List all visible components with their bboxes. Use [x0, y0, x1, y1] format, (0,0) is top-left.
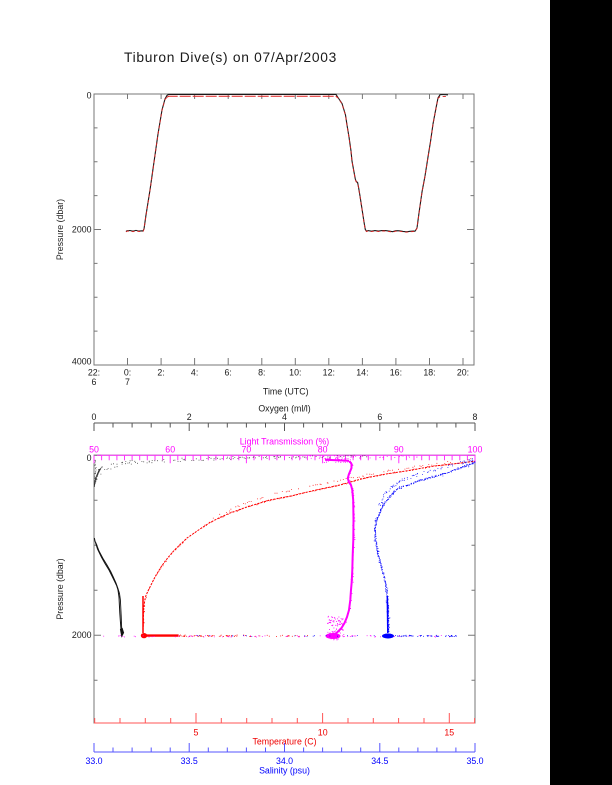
- svg-text:34.0: 34.0: [276, 756, 293, 766]
- svg-text:8: 8: [473, 412, 478, 422]
- svg-text:Time (UTC): Time (UTC): [263, 387, 309, 397]
- svg-text:35.0: 35.0: [466, 756, 483, 766]
- svg-text:14:: 14:: [356, 368, 368, 378]
- svg-text:Light Transmission (%): Light Transmission (%): [240, 437, 330, 447]
- svg-text:34.5: 34.5: [371, 756, 388, 766]
- svg-text:0: 0: [87, 453, 92, 463]
- svg-text:50: 50: [89, 445, 99, 455]
- svg-text:Pressure (dbar): Pressure (dbar): [55, 558, 65, 619]
- svg-text:6:: 6:: [225, 368, 232, 378]
- svg-text:18:: 18:: [423, 368, 435, 378]
- svg-text:Tiburon Dive(s) on 07/Apr/2003: Tiburon Dive(s) on 07/Apr/2003: [124, 50, 337, 65]
- svg-text:100: 100: [468, 445, 483, 455]
- svg-text:8:: 8:: [258, 368, 265, 378]
- svg-text:12:: 12:: [323, 368, 335, 378]
- svg-text:15: 15: [444, 728, 454, 738]
- svg-text:4000: 4000: [72, 357, 92, 367]
- svg-text:Oxygen (ml/l): Oxygen (ml/l): [258, 404, 310, 414]
- svg-text:6: 6: [92, 377, 97, 387]
- svg-text:16:: 16:: [390, 368, 402, 378]
- svg-text:Salinity (psu): Salinity (psu): [259, 766, 310, 776]
- svg-text:90: 90: [394, 445, 404, 455]
- svg-text:22:: 22:: [88, 368, 100, 378]
- svg-text:7: 7: [125, 377, 130, 387]
- svg-text:20:: 20:: [457, 368, 469, 378]
- svg-text:0: 0: [92, 412, 97, 422]
- svg-text:4:: 4:: [191, 368, 198, 378]
- svg-text:0:: 0:: [124, 368, 131, 378]
- svg-text:10: 10: [318, 728, 328, 738]
- svg-text:60: 60: [165, 445, 175, 455]
- svg-text:80: 80: [318, 445, 328, 455]
- svg-text:2:: 2:: [157, 368, 164, 378]
- svg-text:2000: 2000: [72, 630, 92, 640]
- svg-text:Temperature (C): Temperature (C): [252, 737, 316, 747]
- svg-text:5: 5: [194, 728, 199, 738]
- svg-text:2: 2: [187, 412, 192, 422]
- svg-text:10:: 10:: [289, 368, 301, 378]
- svg-text:70: 70: [242, 445, 252, 455]
- svg-text:2000: 2000: [72, 225, 92, 235]
- svg-text:33.0: 33.0: [85, 756, 102, 766]
- svg-text:0: 0: [87, 91, 92, 101]
- svg-text:Pressure (dbar): Pressure (dbar): [55, 199, 65, 260]
- svg-text:6: 6: [377, 412, 382, 422]
- svg-text:33.5: 33.5: [181, 756, 198, 766]
- svg-text:4: 4: [282, 412, 287, 422]
